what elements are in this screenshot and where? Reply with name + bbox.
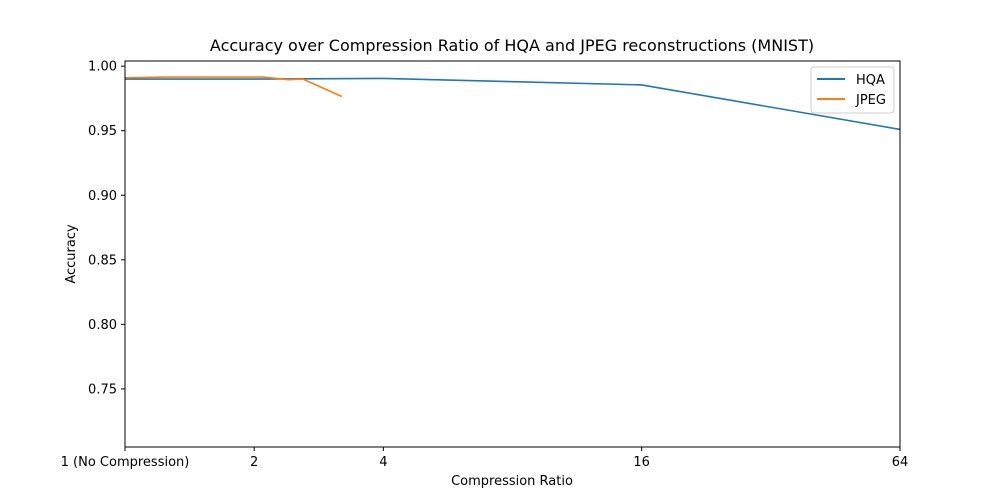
y-tick-label: 0.90 bbox=[88, 189, 117, 204]
y-tick-label: 0.85 bbox=[88, 253, 117, 268]
x-tick-label: 4 bbox=[379, 455, 387, 470]
y-tick-label: 0.95 bbox=[88, 124, 117, 139]
y-tick-label: 1.00 bbox=[88, 60, 117, 75]
legend-label-jpeg: JPEG bbox=[855, 93, 886, 108]
series-line-hqa bbox=[125, 77, 901, 131]
plot-lines bbox=[124, 76, 901, 131]
x-tick-label: 64 bbox=[892, 455, 909, 470]
x-tick-label: 1 (No Compression) bbox=[61, 455, 190, 470]
legend: HQA JPEG bbox=[810, 66, 895, 114]
y-axis-label: Accuracy bbox=[64, 224, 79, 284]
x-axis-label: Compression Ratio bbox=[451, 474, 573, 489]
legend-label-hqa: HQA bbox=[856, 73, 885, 88]
plot-frame bbox=[124, 60, 901, 448]
x-tick-label: 2 bbox=[250, 455, 258, 470]
chart-title: Accuracy over Compression Ratio of HQA a… bbox=[210, 36, 814, 55]
x-axis-ticks: 1 (No Compression) 2 4 16 64 bbox=[61, 447, 909, 470]
y-tick-label: 0.80 bbox=[88, 318, 117, 333]
series-line-jpeg bbox=[124, 76, 343, 98]
x-tick-label: 16 bbox=[633, 455, 650, 470]
y-tick-label: 0.75 bbox=[88, 382, 117, 397]
y-axis-ticks: 0.75 0.80 0.85 0.90 0.95 1.00 bbox=[88, 60, 125, 397]
